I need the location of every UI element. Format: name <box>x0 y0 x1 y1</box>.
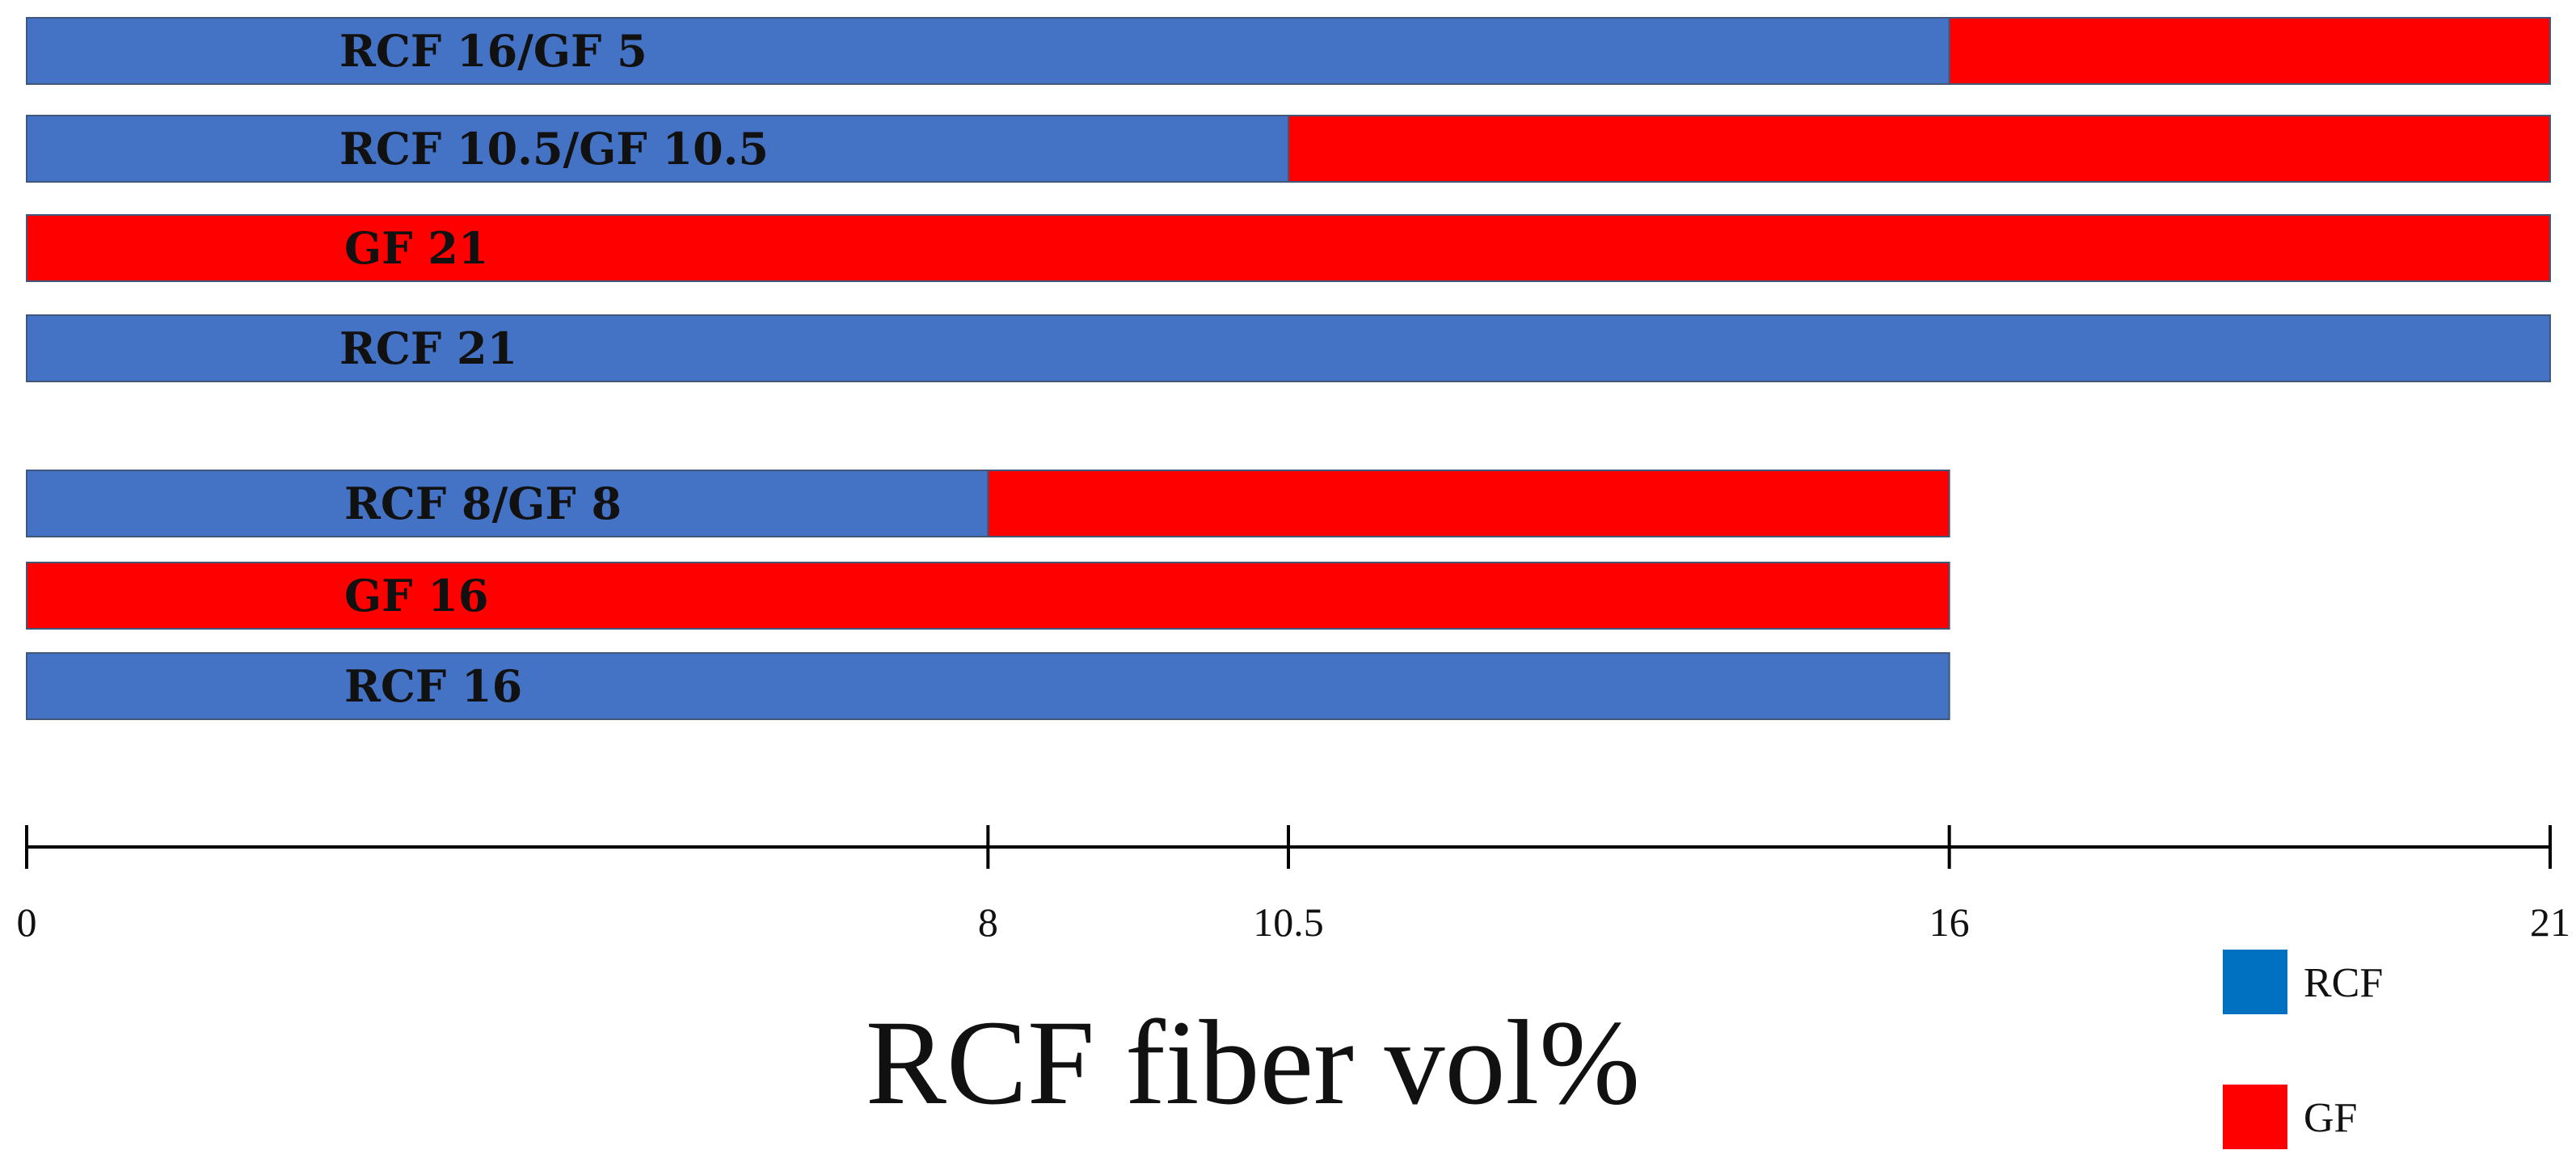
bar-label-row-7: RCF 16 <box>344 660 522 712</box>
x-axis-title: RCF fiber vol% <box>866 996 1640 1130</box>
bar-segment-gf-row-1 <box>1948 17 2552 85</box>
legend-label-rcf: RCF <box>2304 960 2383 1006</box>
bar-label-row-4: RCF 21 <box>339 322 517 374</box>
bar-label-row-5: RCF 8/GF 8 <box>344 478 622 529</box>
legend-swatch-rcf <box>2223 950 2287 1014</box>
bars-layer <box>26 17 2552 720</box>
bar-segment-gf-row-2 <box>1288 115 2551 183</box>
bar-segment-gf-row-5 <box>987 470 1950 537</box>
bar-label-row-3: GF 21 <box>344 222 488 274</box>
bar-segment-rcf-row-2 <box>26 115 1289 183</box>
bar-labels-layer: RCF 16/GF 5 RCF 10.5/GF 10.5 GF 21 RCF 21 RC… <box>339 25 769 712</box>
x-tick-label-8: 8 <box>978 899 998 945</box>
bar-segment-rcf-row-7 <box>26 652 1950 720</box>
bar-label-row-2: RCF 10.5/GF 10.5 <box>339 123 769 175</box>
x-tick-label-21: 21 <box>2530 899 2570 945</box>
legend-swatch-gf <box>2223 1085 2287 1149</box>
x-tick-label-16: 16 <box>1929 899 1970 945</box>
x-tick-label-10.5: 10.5 <box>1253 899 1324 945</box>
bar-label-row-6: GF 16 <box>344 570 488 621</box>
x-tick-label-0: 0 <box>17 899 37 945</box>
bar-label-row-1: RCF 16/GF 5 <box>339 25 647 77</box>
bar-segment-rcf-row-1 <box>26 17 1950 85</box>
bar-segment-gf-row-6 <box>26 562 1950 630</box>
bar-segment-gf-row-3 <box>26 214 2551 282</box>
legend-label-gf: GF <box>2304 1095 2357 1141</box>
legend: RCF GF <box>2223 950 2383 1149</box>
bar-segment-rcf-row-5 <box>26 470 989 537</box>
x-axis: 0 8 10.5 16 21 <box>17 825 2570 945</box>
bar-segment-rcf-row-4 <box>26 314 2551 382</box>
